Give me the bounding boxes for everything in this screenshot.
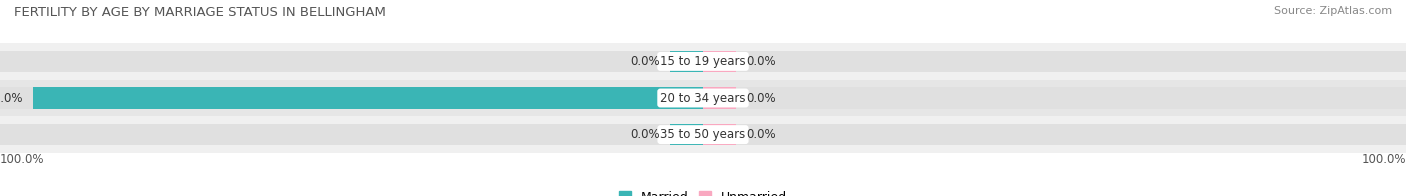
Text: 0.0%: 0.0%: [747, 128, 776, 141]
Text: 20 to 34 years: 20 to 34 years: [661, 92, 745, 104]
Bar: [0, 80, 1406, 116]
Text: 100.0%: 100.0%: [0, 153, 45, 166]
Text: 0.0%: 0.0%: [630, 55, 659, 68]
Bar: [34, 87, 703, 109]
Bar: [0, 124, 1406, 145]
Bar: [0, 51, 1406, 72]
Legend: Married, Unmarried: Married, Unmarried: [619, 191, 787, 196]
Bar: [669, 124, 703, 145]
Bar: [0, 87, 1406, 109]
Bar: [669, 51, 703, 72]
Text: Source: ZipAtlas.com: Source: ZipAtlas.com: [1274, 6, 1392, 16]
Text: 100.0%: 100.0%: [1361, 153, 1406, 166]
Bar: [0, 43, 1406, 80]
Bar: [703, 87, 737, 109]
Bar: [0, 116, 1406, 153]
Text: 35 to 50 years: 35 to 50 years: [661, 128, 745, 141]
Bar: [703, 51, 737, 72]
Text: 0.0%: 0.0%: [630, 128, 659, 141]
Text: 0.0%: 0.0%: [747, 55, 776, 68]
Text: 0.0%: 0.0%: [747, 92, 776, 104]
Bar: [703, 124, 737, 145]
Text: FERTILITY BY AGE BY MARRIAGE STATUS IN BELLINGHAM: FERTILITY BY AGE BY MARRIAGE STATUS IN B…: [14, 6, 385, 19]
Bar: [669, 87, 703, 109]
Text: 100.0%: 100.0%: [0, 92, 24, 104]
Text: 15 to 19 years: 15 to 19 years: [661, 55, 745, 68]
